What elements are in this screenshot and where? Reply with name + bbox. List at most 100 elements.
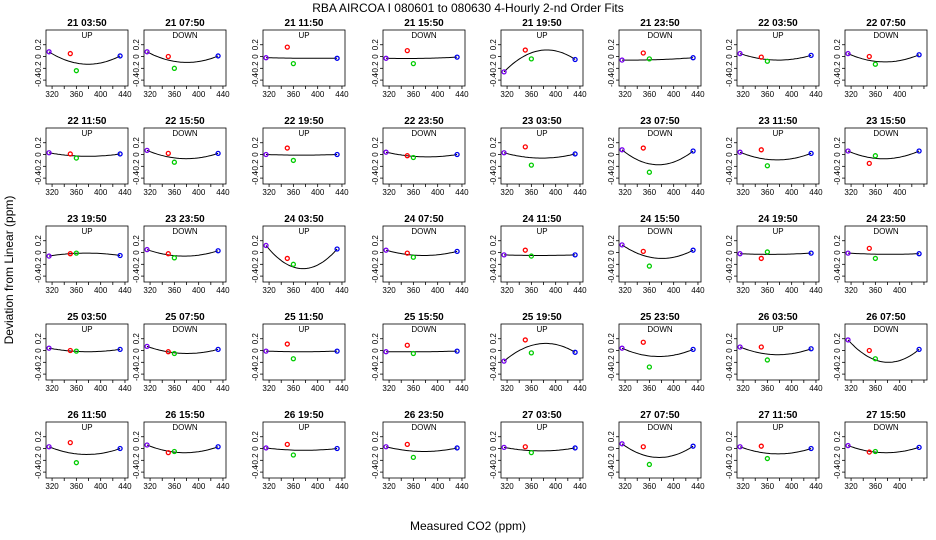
- chart-panel: 25 07:50 DOWN -0.4-0.2 0 0.2 320 360 400 440: [132, 312, 230, 393]
- y-tick-label: 0.2: [132, 235, 141, 247]
- panel-frame: [500, 127, 584, 185]
- chart-panel: 22 19:50 UP -0.4-0.2 0 0.2 320 360 400 440: [251, 116, 349, 197]
- y-tick-label: -0.2: [725, 159, 734, 173]
- x-tick-label: 360: [643, 482, 657, 491]
- data-point: [501, 444, 507, 450]
- x-tick-label: 360: [525, 188, 539, 197]
- panel-mode-label: DOWN: [873, 227, 899, 236]
- x-tick-label: 440: [809, 188, 823, 197]
- data-point: [73, 155, 80, 161]
- data-point: [117, 151, 123, 157]
- panel-title: 21 11:50: [285, 18, 324, 29]
- y-tick-label: -0.4: [833, 465, 842, 479]
- data-point: [690, 148, 696, 154]
- data-point: [646, 263, 653, 269]
- x-tick-label: 400: [94, 188, 108, 197]
- y-tick-label: 0: [489, 54, 498, 59]
- y-tick-label: 0.2: [833, 39, 842, 51]
- panel-mode-label: DOWN: [647, 423, 673, 432]
- y-tick-label: -0.2: [833, 355, 842, 369]
- data-point: [737, 444, 743, 450]
- y-tick-label: 0.2: [725, 431, 734, 443]
- x-tick-label: 360: [643, 286, 657, 295]
- data-point: [916, 346, 922, 352]
- x-tick-label: 360: [287, 286, 301, 295]
- panel-mode-label: DOWN: [411, 31, 437, 40]
- data-point: [872, 448, 879, 455]
- panel-frame: [736, 421, 820, 479]
- x-tick-label: 360: [869, 188, 883, 197]
- y-tick-label: 0: [251, 152, 260, 157]
- chart-panel: 26 15:50 DOWN -0.4-0.2 0 0.2 320 360 400 440: [132, 410, 230, 491]
- y-tick-label: 0: [607, 250, 616, 255]
- x-tick-label: 320: [736, 286, 750, 295]
- y-tick-label: 0.2: [607, 235, 616, 247]
- x-tick-label: 440: [118, 286, 132, 295]
- data-point: [171, 350, 178, 357]
- x-tick-label: 320: [844, 286, 858, 295]
- panel-mode-label: UP: [81, 423, 92, 432]
- data-point: [522, 337, 528, 343]
- data-point: [764, 249, 771, 255]
- x-tick-label: 400: [549, 384, 563, 393]
- chart-panel: 21 19:50 UP -0.4-0.2 0 0.2 320 360 400 440: [489, 18, 587, 99]
- x-tick-label: 360: [869, 90, 883, 99]
- panel-mode-label: DOWN: [411, 129, 437, 138]
- y-tick-label: -0.2: [34, 355, 43, 369]
- x-tick-label: 400: [667, 482, 681, 491]
- x-tick-label: 440: [573, 90, 587, 99]
- x-tick-label: 400: [311, 90, 325, 99]
- y-tick-label: -0.2: [251, 61, 260, 75]
- y-tick-label: 0: [132, 152, 141, 157]
- y-tick-label: -0.4: [607, 465, 616, 479]
- y-tick-label: 0.2: [132, 137, 141, 149]
- y-tick-label: -0.4: [371, 171, 380, 185]
- y-tick-label: -0.4: [489, 269, 498, 283]
- chart-panel: 26 19:50 UP -0.4-0.2 0 0.2 320 360 400 440: [251, 410, 349, 491]
- x-tick-label: 400: [192, 286, 206, 295]
- x-tick-label: 400: [431, 482, 445, 491]
- data-point: [737, 251, 743, 257]
- data-point: [46, 444, 52, 450]
- y-tick-label: -0.2: [371, 257, 380, 271]
- chart-panel: 23 03:50 UP -0.4-0.2 0 0.2 320 360 400 440: [489, 116, 587, 197]
- data-point: [334, 445, 340, 452]
- x-tick-label: 440: [118, 384, 132, 393]
- data-point: [410, 454, 417, 461]
- x-tick-label: 360: [407, 286, 421, 295]
- x-tick-label: 400: [311, 188, 325, 197]
- y-tick-label: 0.2: [371, 431, 380, 443]
- x-tick-label: 400: [893, 482, 907, 491]
- y-tick-label: 0: [251, 54, 260, 59]
- y-tick-label: -0.4: [607, 269, 616, 283]
- data-point: [454, 151, 460, 158]
- y-tick-label: -0.2: [489, 355, 498, 369]
- panel-title: 24 19:50: [758, 214, 798, 225]
- panel-frame: [143, 421, 227, 479]
- data-point: [404, 47, 410, 54]
- x-tick-label: 440: [573, 188, 587, 197]
- x-tick-label: 360: [70, 90, 84, 99]
- x-tick-label: 360: [761, 90, 775, 99]
- x-tick-label: 360: [168, 482, 182, 491]
- data-point: [872, 255, 879, 262]
- data-point: [758, 147, 764, 153]
- data-point: [764, 455, 771, 462]
- chart-panel: 26 07:50 DOWN -0.4-0.2 0 0.2 320 360 400: [833, 312, 928, 393]
- panel-frame: [262, 323, 346, 381]
- chart-panel: 24 07:50 DOWN -0.4-0.2 0 0.2 320 360 400 440: [371, 214, 469, 295]
- chart-panel: 22 15:50 DOWN -0.4-0.2 0 0.2 320 360 400 440: [132, 116, 230, 197]
- panel-frame: [262, 225, 346, 283]
- fit-curve: [265, 350, 338, 353]
- panel-frame: [382, 421, 466, 479]
- data-point: [46, 49, 52, 55]
- panel-frame: [382, 127, 466, 185]
- x-tick-label: 440: [455, 188, 469, 197]
- data-point: [454, 348, 460, 354]
- y-tick-label: 0: [725, 348, 734, 353]
- x-tick-label: 360: [643, 384, 657, 393]
- chart-panel: 25 11:50 UP -0.4-0.2 0 0.2 320 360 400 440: [251, 312, 349, 393]
- data-point: [619, 345, 625, 351]
- x-tick-label: 360: [70, 188, 84, 197]
